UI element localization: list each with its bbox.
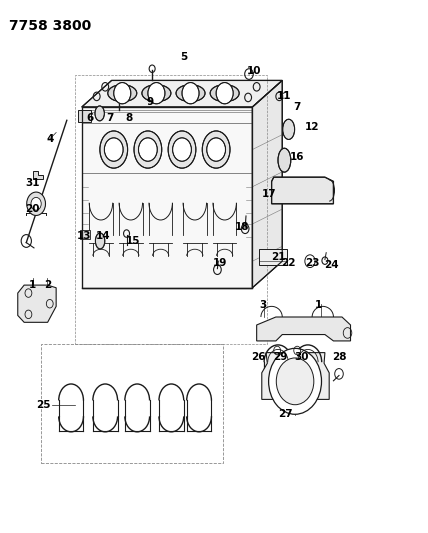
Text: 21: 21 — [271, 252, 285, 262]
Text: 5: 5 — [181, 52, 188, 61]
Ellipse shape — [176, 85, 205, 102]
Polygon shape — [82, 80, 282, 107]
Text: 7: 7 — [294, 102, 301, 112]
Text: 27: 27 — [278, 409, 293, 419]
Ellipse shape — [278, 148, 291, 172]
Circle shape — [269, 349, 321, 414]
Circle shape — [182, 83, 199, 104]
Circle shape — [139, 138, 157, 161]
Text: 9: 9 — [146, 96, 154, 107]
Polygon shape — [257, 317, 351, 341]
Text: 19: 19 — [213, 259, 228, 268]
Text: 13: 13 — [77, 231, 91, 241]
Polygon shape — [262, 353, 329, 399]
Bar — [75, 75, 268, 344]
Text: 23: 23 — [305, 259, 319, 268]
Polygon shape — [253, 80, 282, 288]
Ellipse shape — [282, 119, 294, 140]
Bar — [80, 230, 90, 239]
Text: 14: 14 — [96, 231, 110, 241]
Circle shape — [27, 192, 45, 215]
Text: 29: 29 — [273, 352, 287, 362]
Text: 20: 20 — [25, 204, 40, 214]
Text: 1: 1 — [315, 300, 322, 310]
Ellipse shape — [142, 85, 171, 102]
Circle shape — [172, 138, 191, 161]
Polygon shape — [18, 285, 56, 322]
Text: 24: 24 — [324, 261, 339, 270]
Text: 11: 11 — [277, 91, 291, 101]
Ellipse shape — [95, 233, 105, 249]
Circle shape — [276, 358, 314, 405]
Ellipse shape — [95, 106, 104, 121]
Text: 8: 8 — [125, 112, 132, 123]
Ellipse shape — [202, 131, 230, 168]
Text: 7758 3800: 7758 3800 — [9, 19, 92, 33]
Ellipse shape — [168, 131, 196, 168]
Text: 18: 18 — [235, 222, 249, 232]
Text: 15: 15 — [126, 236, 140, 246]
Text: 7: 7 — [106, 112, 113, 123]
Text: 28: 28 — [333, 352, 347, 362]
Text: 22: 22 — [281, 259, 296, 268]
Text: 10: 10 — [247, 66, 262, 76]
Text: 1: 1 — [29, 280, 36, 290]
Circle shape — [31, 197, 41, 210]
Bar — [78, 110, 91, 122]
Polygon shape — [33, 171, 42, 179]
Text: 17: 17 — [262, 189, 277, 199]
Text: 30: 30 — [294, 352, 309, 362]
Bar — [41, 344, 223, 463]
Text: 4: 4 — [46, 134, 54, 144]
Polygon shape — [272, 177, 333, 204]
Circle shape — [114, 83, 131, 104]
Ellipse shape — [100, 131, 128, 168]
Text: 6: 6 — [86, 112, 94, 123]
Text: 25: 25 — [36, 400, 51, 410]
Polygon shape — [82, 107, 253, 288]
Circle shape — [216, 83, 233, 104]
Text: 3: 3 — [259, 300, 267, 310]
Ellipse shape — [210, 85, 239, 102]
Circle shape — [148, 83, 165, 104]
Circle shape — [207, 138, 226, 161]
Text: 2: 2 — [44, 280, 51, 290]
Text: 31: 31 — [25, 177, 40, 188]
Bar — [259, 249, 286, 265]
Text: 12: 12 — [305, 122, 319, 132]
Ellipse shape — [134, 131, 162, 168]
Ellipse shape — [108, 85, 137, 102]
Circle shape — [104, 138, 123, 161]
Text: 26: 26 — [252, 352, 266, 362]
Text: 16: 16 — [290, 152, 304, 162]
